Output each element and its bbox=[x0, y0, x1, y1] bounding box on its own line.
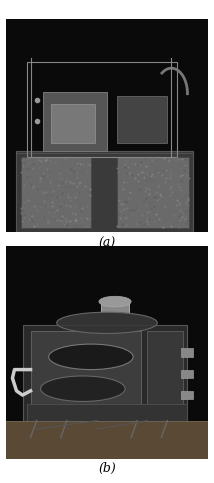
Bar bbox=[181, 391, 193, 399]
Bar bbox=[43, 92, 107, 151]
Text: (a): (a) bbox=[98, 238, 116, 250]
Bar bbox=[117, 157, 189, 227]
Bar bbox=[21, 157, 91, 227]
Ellipse shape bbox=[41, 376, 125, 401]
Bar bbox=[51, 104, 95, 142]
Bar bbox=[27, 404, 187, 421]
Bar bbox=[22, 325, 187, 421]
Bar bbox=[31, 331, 141, 416]
Ellipse shape bbox=[49, 344, 133, 369]
Bar bbox=[101, 301, 129, 327]
Bar bbox=[27, 62, 177, 157]
Bar bbox=[16, 151, 193, 232]
Ellipse shape bbox=[99, 296, 131, 307]
Text: (b): (b) bbox=[98, 462, 116, 475]
Bar bbox=[6, 421, 208, 459]
Bar bbox=[117, 96, 167, 142]
Bar bbox=[181, 348, 193, 357]
Bar bbox=[181, 369, 193, 378]
Ellipse shape bbox=[57, 312, 157, 333]
Bar bbox=[147, 331, 183, 412]
